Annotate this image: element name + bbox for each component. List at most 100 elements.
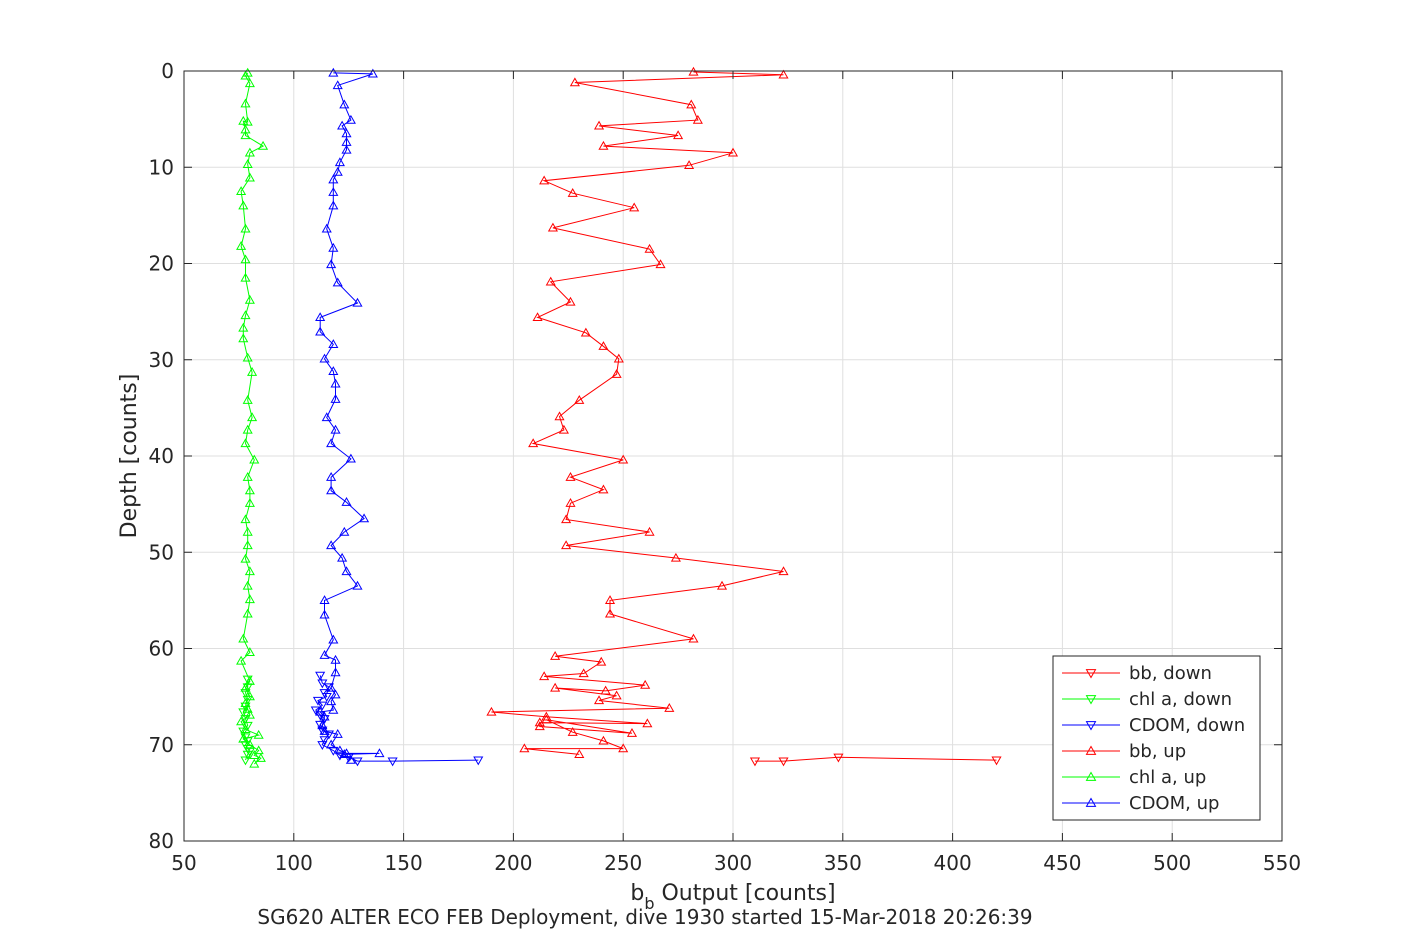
data-point-chl-a-up — [249, 750, 260, 759]
series-chl-a-up — [236, 67, 269, 768]
data-point-chl-a-up — [249, 454, 260, 464]
data-point-cdom-up — [328, 174, 339, 184]
data-point-chl-a-up — [242, 526, 253, 536]
data-point-chl-a-up — [240, 310, 251, 320]
chart-caption: SG620 ALTER ECO FEB Deployment, dive 193… — [257, 905, 1032, 929]
data-point-chl-a-up — [247, 367, 258, 376]
data-point-bb-up — [528, 438, 539, 448]
data-point-cdom-up — [341, 748, 352, 758]
data-point-chl-a-up — [236, 186, 247, 195]
y-tick-label: 10 — [149, 155, 174, 179]
data-point-cdom-up — [326, 739, 337, 749]
legend-label-chl-a-up: chl a, up — [1129, 767, 1206, 788]
data-point-chl-a-up — [244, 647, 255, 656]
data-point-chl-a-up — [238, 333, 249, 343]
legend-label-chl-a-down: chl a, down — [1129, 689, 1232, 710]
data-point-bb-up — [580, 327, 591, 337]
data-point-cdom-up — [330, 667, 341, 677]
data-point-chl-a-up — [244, 485, 255, 495]
data-point-cdom-up — [326, 259, 337, 269]
data-point-chl-a-up — [240, 724, 251, 733]
data-point-cdom-down — [312, 696, 324, 706]
data-point-chl-a-up — [236, 655, 247, 665]
data-point-cdom-up — [326, 540, 337, 550]
data-point-bb-up — [565, 497, 576, 507]
x-tick-label: 400 — [934, 851, 972, 875]
data-point-chl-a-up — [244, 739, 255, 749]
data-point-chl-a-up — [253, 729, 264, 739]
x-tick-label: 550 — [1263, 851, 1301, 875]
data-point-cdom-up — [328, 339, 339, 348]
data-point-chl-a-up — [242, 703, 253, 713]
data-point-chl-a-up — [253, 745, 264, 755]
data-point-cdom-up — [317, 720, 328, 730]
x-axis-label-subscript: b — [644, 894, 654, 913]
data-point-cdom-up — [341, 128, 352, 138]
data-point-chl-a-down — [240, 689, 251, 698]
data-point-bb-down — [833, 753, 844, 763]
data-point-bb-up — [578, 668, 589, 678]
data-point-chl-a-up — [244, 147, 255, 157]
data-point-cdom-up — [332, 80, 343, 90]
data-point-chl-a-up — [240, 438, 251, 448]
data-point-cdom-down — [315, 671, 326, 681]
data-point-cdom-down — [334, 751, 345, 761]
data-point-chl-a-up — [238, 633, 249, 643]
x-tick-label: 300 — [714, 851, 752, 875]
data-point-bb-up — [532, 312, 543, 322]
data-point-cdom-up — [328, 242, 339, 252]
data-point-cdom-down — [319, 736, 330, 746]
data-point-cdom-up — [341, 496, 352, 506]
data-point-bb-up — [534, 717, 545, 727]
legend-marker-bb-down — [1085, 669, 1097, 679]
data-point-bb-up — [778, 69, 789, 79]
data-point-cdom-up — [339, 99, 350, 109]
data-point-bb-up — [640, 679, 651, 689]
legend-label-bb-down: bb, down — [1129, 663, 1212, 684]
x-tick-label: 200 — [494, 851, 532, 875]
data-point-bb-up — [550, 650, 561, 660]
data-point-chl-a-up — [238, 200, 249, 210]
data-point-cdom-up — [352, 580, 363, 590]
data-point-cdom-up — [328, 187, 339, 196]
data-point-bb-up — [565, 296, 576, 306]
data-point-chl-a-up — [244, 676, 255, 685]
data-point-chl-a-up — [240, 70, 251, 80]
data-point-chl-a-up — [240, 98, 251, 108]
data-point-bb-up — [644, 526, 655, 536]
data-point-bb-up — [688, 633, 699, 643]
data-point-cdom-up — [326, 696, 337, 706]
data-point-bb-up — [561, 514, 572, 524]
series-bb-down — [749, 753, 1002, 767]
data-point-cdom-up — [345, 453, 356, 463]
data-point-chl-a-down — [240, 756, 251, 766]
x-axis-ticks: 50 100 150 200 250 300 350 400 450 500 550 — [171, 71, 1301, 875]
data-point-cdom-up — [330, 689, 341, 699]
data-point-bb-down — [991, 756, 1002, 766]
data-point-bb-up — [486, 706, 497, 716]
data-point-bb-up — [519, 743, 530, 753]
legend-marker-cdom-down — [1085, 721, 1097, 731]
data-point-chl-a-up — [236, 716, 247, 726]
x-axis-label-rest: Output [counts] — [655, 881, 836, 906]
data-point-cdom-up — [330, 654, 341, 664]
data-point-cdom-up — [326, 438, 337, 448]
data-point-chl-a-up — [240, 223, 251, 233]
data-point-bb-up — [727, 147, 739, 157]
series-bb-up — [486, 66, 789, 759]
y-tick-label: 30 — [149, 348, 174, 372]
data-point-cdom-up — [332, 728, 343, 738]
data-point-chl-a-up — [240, 124, 251, 134]
data-point-bb-up — [541, 714, 552, 724]
data-point-cdom-up — [374, 748, 385, 758]
data-point-chl-a-up — [240, 254, 251, 264]
data-point-cdom-up — [319, 650, 330, 659]
data-point-chl-a-up — [247, 412, 258, 422]
data-point-chl-a-up — [242, 471, 253, 481]
data-point-cdom-up — [321, 412, 332, 422]
data-point-bb-up — [604, 608, 616, 618]
data-point-bb-up — [567, 188, 578, 197]
data-point-chl-a-up — [242, 580, 253, 590]
data-point-bb-up — [569, 77, 580, 87]
